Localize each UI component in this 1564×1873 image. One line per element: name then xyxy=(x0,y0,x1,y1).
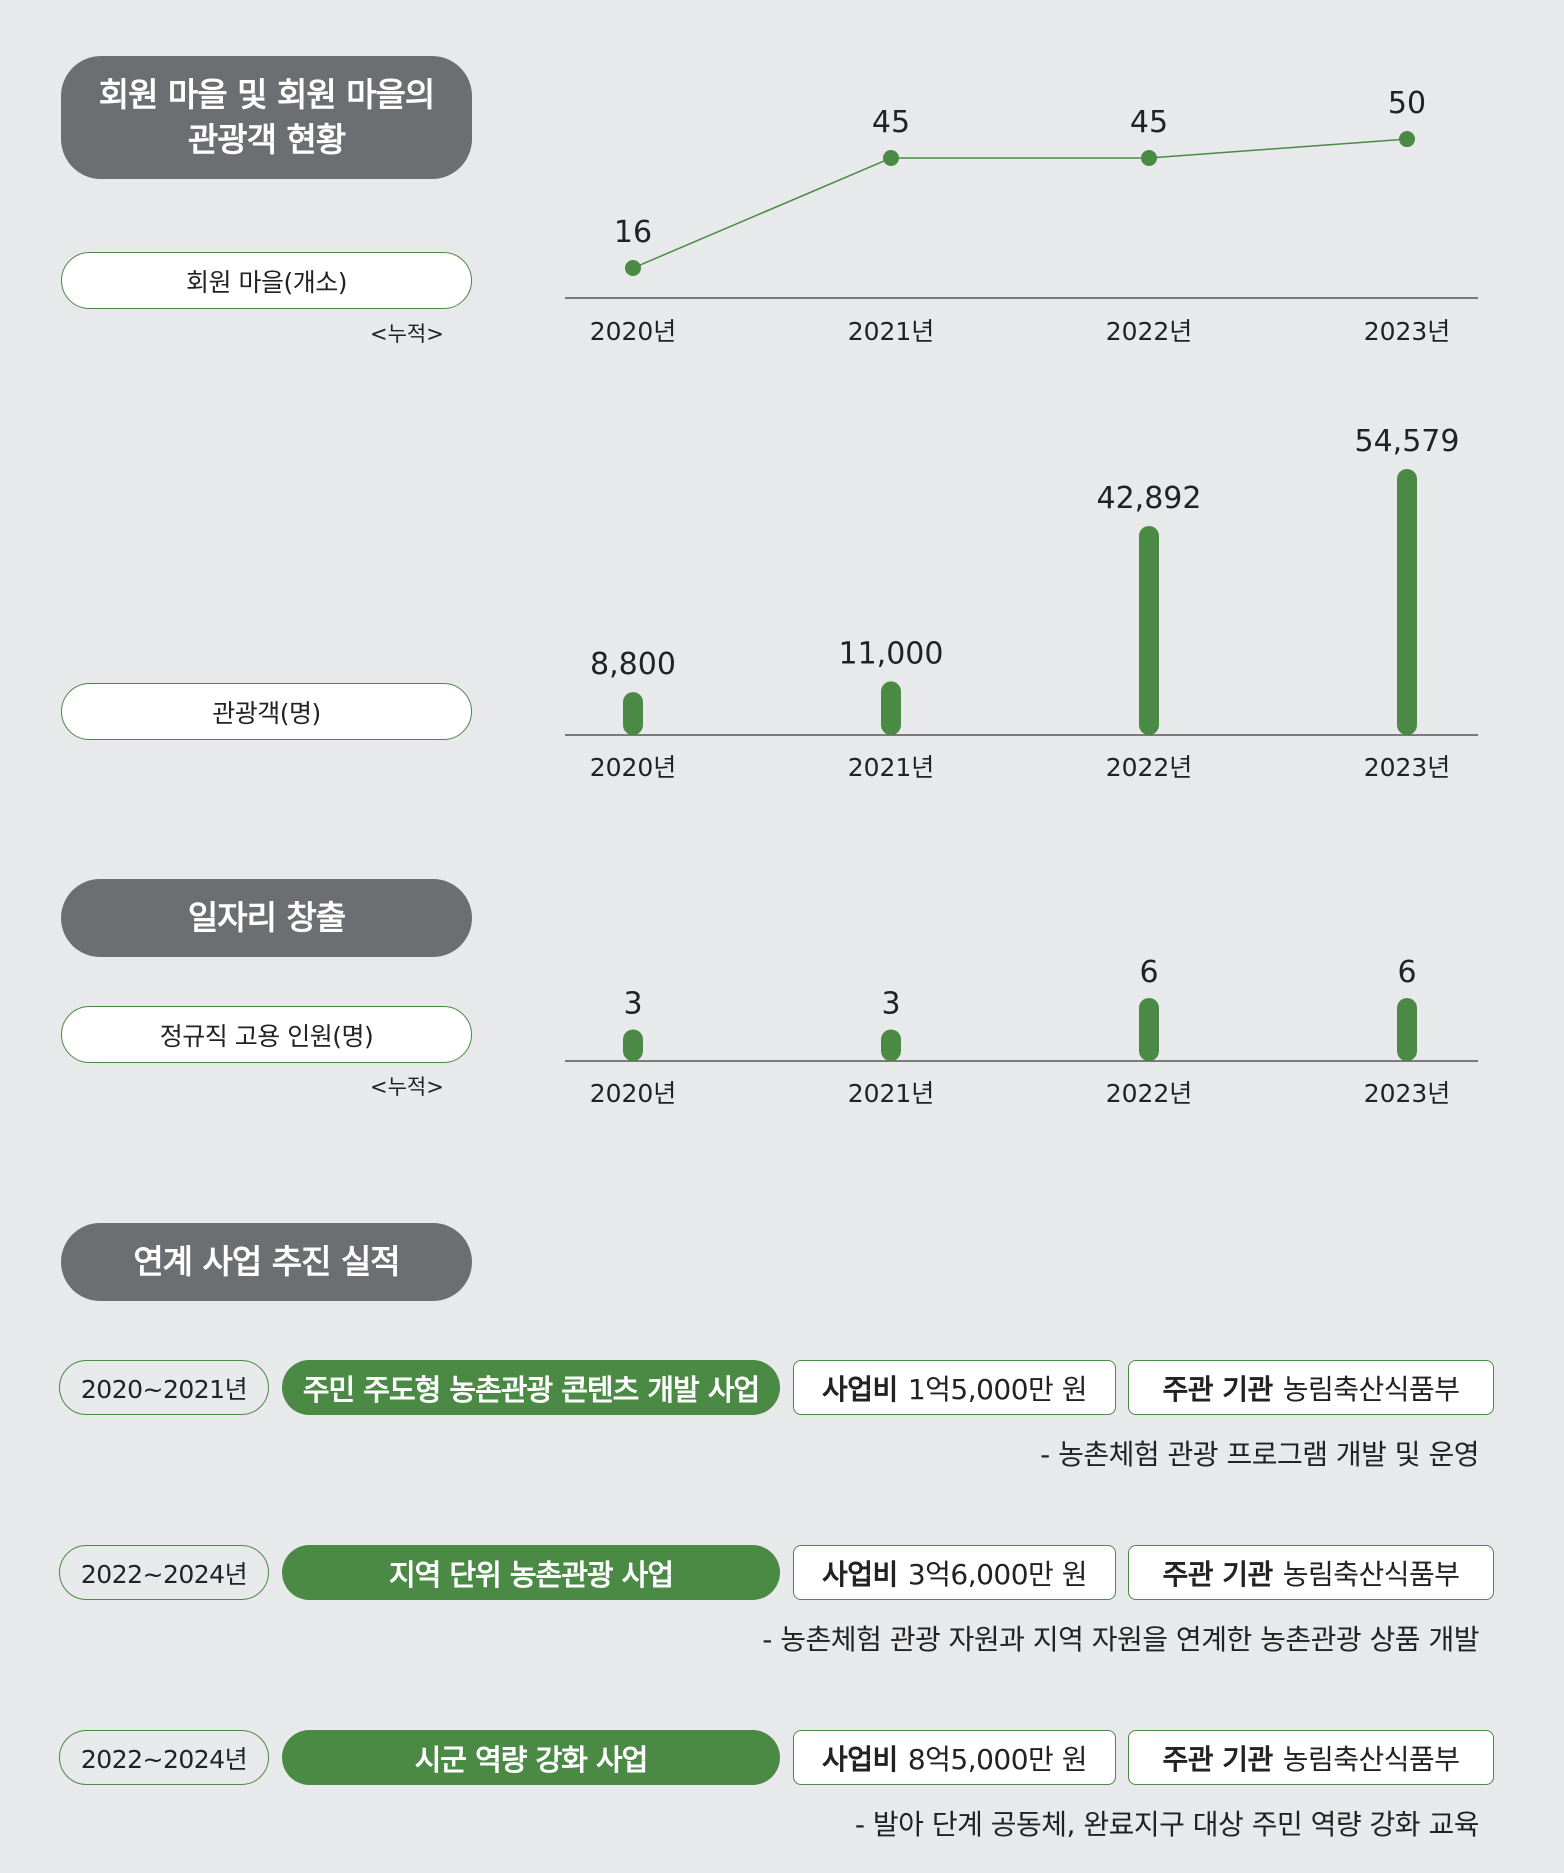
cost-label: 사업비 xyxy=(822,1557,898,1591)
cost-label: 사업비 xyxy=(822,1742,898,1776)
cost-label: 사업비 xyxy=(822,1372,898,1406)
tourism-header-line1: 회원 마을 및 회원 마을의 xyxy=(98,74,436,114)
project-cost: 사업비 3억6,000만 원 xyxy=(793,1545,1116,1600)
cost-value: 1억5,000만 원 xyxy=(907,1372,1088,1406)
employees-data-label: 6 xyxy=(1139,955,1158,990)
cost-value: 8억5,000만 원 xyxy=(907,1742,1088,1776)
employees-x-tick: 2022년 xyxy=(1106,1079,1193,1108)
agency-value: 농림축산식품부 xyxy=(1282,1557,1460,1591)
employees-x-tick: 2020년 xyxy=(590,1079,677,1108)
villages-data-label: 45 xyxy=(1130,105,1168,140)
agency-label: 주관 기관 xyxy=(1162,1557,1273,1591)
employees-data-label: 3 xyxy=(881,987,900,1022)
tourism-header-line2: 관광객 현황 xyxy=(187,119,346,159)
agency-value: 농림축산식품부 xyxy=(1282,1372,1460,1406)
cost-value: 3억6,000만 원 xyxy=(907,1557,1088,1591)
project-description: - 발아 단계 공동체, 완료지구 대상 주민 역량 강화 교육 xyxy=(854,1808,1480,1841)
tourists-bar xyxy=(1139,525,1159,735)
tourists-x-tick: 2023년 xyxy=(1364,753,1451,782)
tourism-section-header: 회원 마을 및 회원 마을의 관광객 현황 xyxy=(61,56,472,179)
project-agency: 주관 기관 농림축산식품부 xyxy=(1128,1730,1494,1785)
employees-x-tick: 2023년 xyxy=(1364,1079,1451,1108)
tourists-x-tick: 2022년 xyxy=(1106,753,1193,782)
employees-data-label: 6 xyxy=(1397,955,1416,990)
projects-section-header: 연계 사업 추진 실적 xyxy=(61,1223,472,1301)
project-agency: 주관 기관 농림축산식품부 xyxy=(1128,1545,1494,1600)
employees-bar xyxy=(1397,998,1417,1061)
employees-bar xyxy=(1139,998,1159,1061)
villages-point xyxy=(1399,131,1415,148)
project-period: 2020~2021년 xyxy=(59,1360,269,1415)
villages-series-line xyxy=(632,138,1408,269)
agency-label: 주관 기관 xyxy=(1162,1372,1273,1406)
villages-x-tick: 2020년 xyxy=(590,317,677,346)
villages-point xyxy=(1141,150,1157,166)
villages-data-label: 50 xyxy=(1388,86,1426,121)
project-cost: 사업비 1억5,000만 원 xyxy=(793,1360,1116,1415)
tourists-data-label: 8,800 xyxy=(590,647,676,682)
project-description: - 농촌체험 관광 프로그램 개발 및 운영 xyxy=(1040,1438,1479,1471)
project-name: 지역 단위 농촌관광 사업 xyxy=(282,1545,780,1600)
project-description: - 농촌체험 관광 자원과 지역 자원을 연계한 농촌관광 상품 개발 xyxy=(762,1623,1479,1656)
villages-data-label: 16 xyxy=(614,215,652,250)
project-agency: 주관 기관 농림축산식품부 xyxy=(1128,1360,1494,1415)
project-period: 2022~2024년 xyxy=(59,1730,269,1785)
villages-x-tick: 2023년 xyxy=(1364,317,1451,346)
villages-point xyxy=(883,150,899,166)
agency-value: 농림축산식품부 xyxy=(1282,1742,1460,1776)
tourists-x-tick: 2021년 xyxy=(848,753,935,782)
employees-label: 정규직 고용 인원(명) xyxy=(61,1006,472,1063)
tourists-bar xyxy=(623,692,643,735)
project-period: 2022~2024년 xyxy=(59,1545,269,1600)
villages-label: 회원 마을(개소) xyxy=(61,252,472,309)
employees-x-tick: 2021년 xyxy=(848,1079,935,1108)
tourists-label: 관광객(명) xyxy=(61,683,472,740)
employees-bar xyxy=(623,1029,643,1061)
project-name: 주민 주도형 농촌관광 콘텐츠 개발 사업 xyxy=(282,1360,780,1415)
project-name: 시군 역량 강화 사업 xyxy=(282,1730,780,1785)
villages-x-tick: 2021년 xyxy=(848,317,935,346)
charts-canvas: 16 2020년 45 2021년 45 2022년 50 2023년 8,800 2020년 11… xyxy=(565,86,1478,1108)
villages-point xyxy=(625,260,641,276)
project-cost: 사업비 8억5,000만 원 xyxy=(793,1730,1116,1785)
tourists-data-label: 42,892 xyxy=(1097,481,1202,516)
employees-data-label: 3 xyxy=(623,987,642,1022)
tourists-bar xyxy=(881,681,901,735)
villages-x-tick: 2022년 xyxy=(1106,317,1193,346)
villages-cumulative-note: <누적> xyxy=(370,322,444,346)
agency-label: 주관 기관 xyxy=(1162,1742,1273,1776)
villages-data-label: 45 xyxy=(872,105,910,140)
tourists-bar xyxy=(1397,469,1417,735)
tourists-x-tick: 2020년 xyxy=(590,753,677,782)
employees-bar xyxy=(881,1029,901,1061)
tourists-data-label: 11,000 xyxy=(839,636,944,671)
tourists-data-label: 54,579 xyxy=(1355,424,1460,459)
employees-cumulative-note: <누적> xyxy=(370,1075,444,1099)
jobs-section-header: 일자리 창출 xyxy=(61,879,472,957)
